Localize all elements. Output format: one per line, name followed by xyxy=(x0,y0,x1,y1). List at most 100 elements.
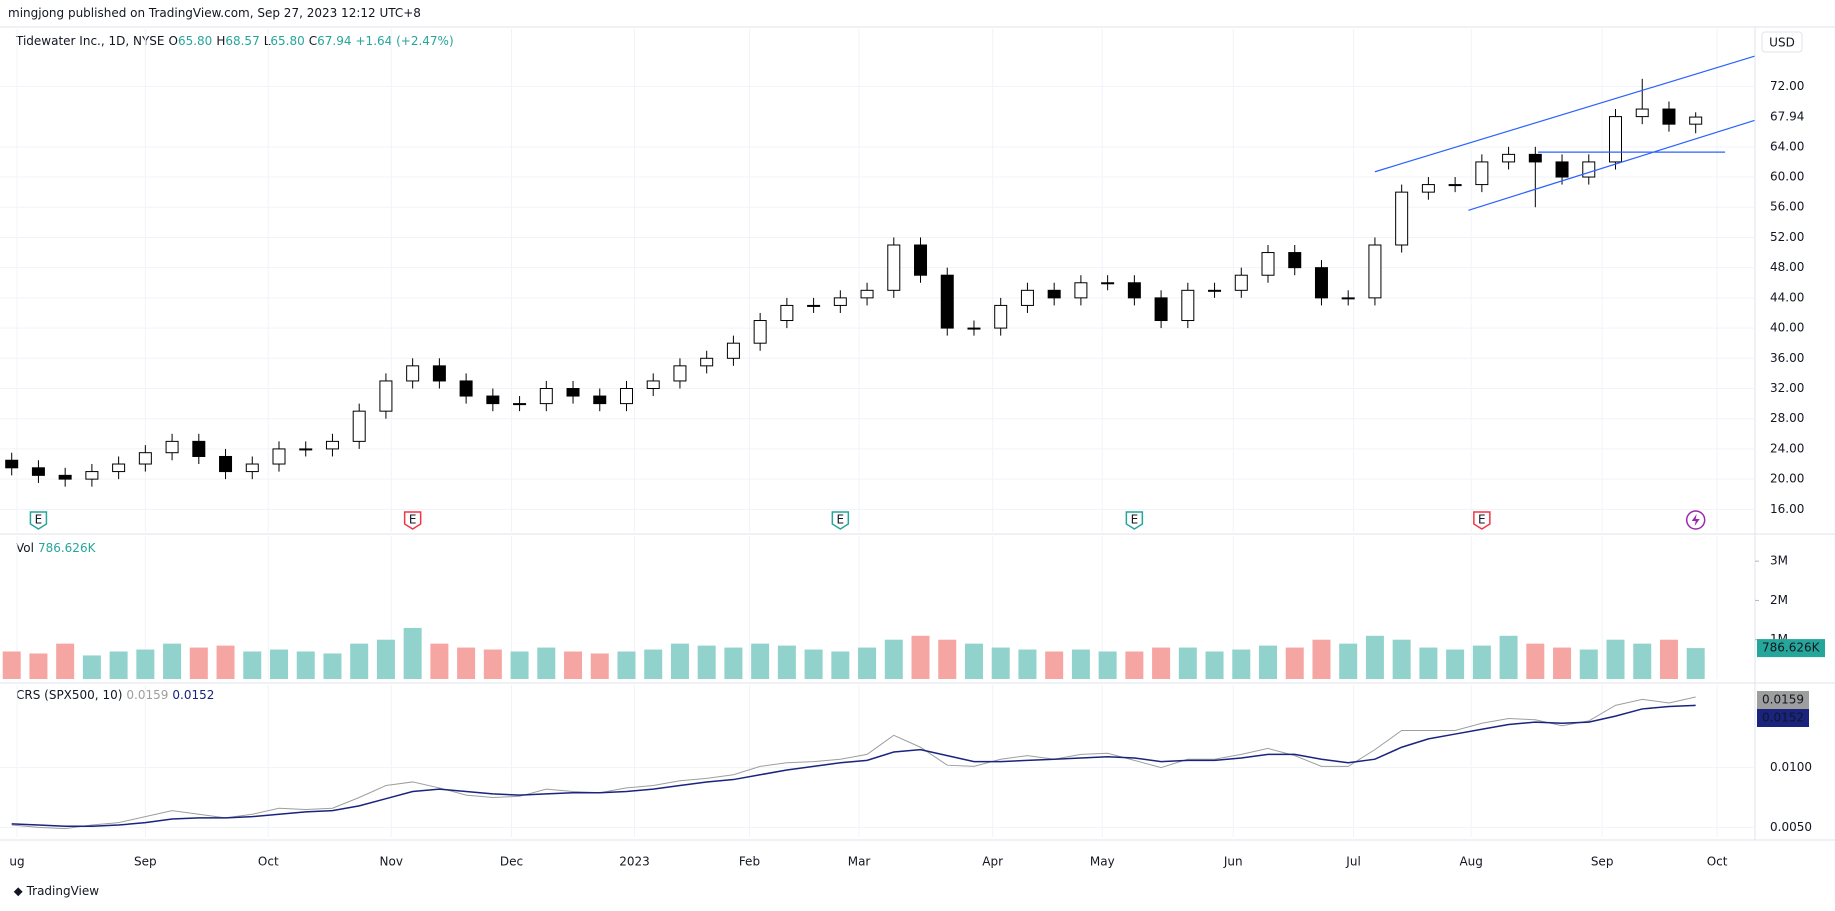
y-tick-label: 36.00 xyxy=(1770,351,1804,365)
volume-bar xyxy=(350,643,369,679)
last-volume-label: 786.626K xyxy=(1762,641,1821,655)
candle-body xyxy=(1502,153,1516,163)
y-tick-label: 40.00 xyxy=(1770,321,1804,335)
candle-body xyxy=(1395,191,1409,246)
ohlc-value: 65.80 xyxy=(177,34,213,48)
y-tick-label: 16.00 xyxy=(1770,502,1804,516)
volume-bar xyxy=(724,647,743,679)
crs-ma-value: 0.0152 xyxy=(172,688,215,702)
volume-bar xyxy=(1526,643,1545,679)
event-icon xyxy=(1691,514,1700,526)
candle-body xyxy=(1020,289,1034,306)
candle-body xyxy=(138,452,152,465)
earnings-marker xyxy=(403,511,422,530)
volume-bar xyxy=(376,639,395,679)
volume-bar xyxy=(1392,639,1411,679)
volume-bar xyxy=(1232,649,1251,679)
candle-body xyxy=(1288,252,1302,269)
volume-bar xyxy=(296,651,315,679)
candle-body xyxy=(807,304,821,307)
volume-bar xyxy=(1553,647,1572,679)
volume-bar xyxy=(1285,647,1304,679)
volume-bar xyxy=(1098,651,1117,679)
chart: USD ug Sep Oct Nov Dec 2023 Feb Mar Apr May Jun Jul… xyxy=(0,26,1835,869)
volume-bar xyxy=(884,639,903,679)
earnings-label: E xyxy=(35,513,43,527)
ohlc-value: 68.57 xyxy=(225,34,260,48)
y-tick-label: 48.00 xyxy=(1770,260,1804,274)
volume-bar xyxy=(1205,651,1224,679)
x-tick-label: Oct xyxy=(258,855,279,869)
value-badge xyxy=(1757,691,1809,709)
last-price-label: 67.94 xyxy=(1770,110,1804,124)
volume-bar xyxy=(403,627,422,679)
volume-bar xyxy=(1419,647,1438,679)
x-tick-label: Oct xyxy=(1707,855,1728,869)
candle-body xyxy=(58,474,72,480)
candle-body xyxy=(245,463,259,473)
candle-body xyxy=(192,440,206,457)
earnings-label: E xyxy=(1478,513,1486,527)
footer-logo[interactable]: ⬥ TradingView xyxy=(14,884,100,898)
price-legend: Tidewater Inc., 1D, NYSE O65.80 H68.57 L65.… xyxy=(16,34,454,48)
x-tick-label: Aug xyxy=(1459,855,1482,869)
volume-bar xyxy=(1312,639,1331,679)
ohlc-item: O65.80 xyxy=(169,34,213,48)
y-tick-label: 0.0100 xyxy=(1770,760,1812,774)
volume-bar xyxy=(29,653,48,679)
candle-body xyxy=(646,380,660,390)
candle-body xyxy=(1047,289,1061,299)
value-badge xyxy=(1757,709,1809,727)
candle-body xyxy=(1448,184,1462,187)
volume-bar xyxy=(911,635,930,679)
ohlc-item: C67.94 xyxy=(309,34,352,48)
candle-body xyxy=(860,289,874,299)
volume-bar xyxy=(82,655,101,679)
volume-bar xyxy=(1018,649,1037,679)
earnings-marker xyxy=(1125,511,1144,530)
x-tick-label: Feb xyxy=(739,855,760,869)
volume-bar xyxy=(483,649,502,679)
ohlc-key: H xyxy=(216,34,226,48)
volume-bar xyxy=(1339,643,1358,679)
candle-body xyxy=(1582,161,1596,178)
trendline xyxy=(1468,119,1755,211)
candle-body xyxy=(566,388,580,397)
candle-body xyxy=(5,459,19,469)
ohlc-value: 67.94 xyxy=(317,34,352,48)
value-badge-label: 0.0152 xyxy=(1762,711,1804,725)
last-volume-badge xyxy=(1757,639,1825,658)
candle-body xyxy=(593,395,607,405)
earnings-label: E xyxy=(1131,513,1139,527)
candle-body xyxy=(352,410,366,442)
volume-bar xyxy=(136,649,155,679)
volume-bar xyxy=(644,649,663,679)
volume-bar xyxy=(56,643,75,679)
candle-body xyxy=(513,403,527,406)
candle-body xyxy=(1314,267,1328,299)
volume-bar xyxy=(670,643,689,679)
symbol-title: Tidewater Inc., 1D, NYSE xyxy=(16,34,165,48)
candle-body xyxy=(486,395,500,405)
y-tick-label: 20.00 xyxy=(1770,472,1804,486)
candle-body xyxy=(379,380,393,412)
candle-body xyxy=(1421,184,1435,193)
volume-bar xyxy=(457,647,476,679)
candle-body xyxy=(432,365,446,382)
ohlc-value: 65.80 xyxy=(270,34,305,48)
candle-body xyxy=(1261,252,1275,276)
volume-bar xyxy=(430,643,449,679)
candle-body xyxy=(726,342,740,359)
y-tick-label: 28.00 xyxy=(1770,411,1804,425)
candle-body xyxy=(112,463,126,473)
volume-title: Vol xyxy=(16,541,34,555)
candle-body xyxy=(1127,282,1141,299)
x-tick-label: Mar xyxy=(848,855,871,869)
candle-body xyxy=(967,327,981,330)
candle-body xyxy=(272,448,286,465)
candle-body xyxy=(1208,289,1222,292)
earnings-marker xyxy=(1473,511,1491,530)
currency-button[interactable] xyxy=(1761,31,1803,53)
volume-value: 786.626K xyxy=(37,541,96,555)
